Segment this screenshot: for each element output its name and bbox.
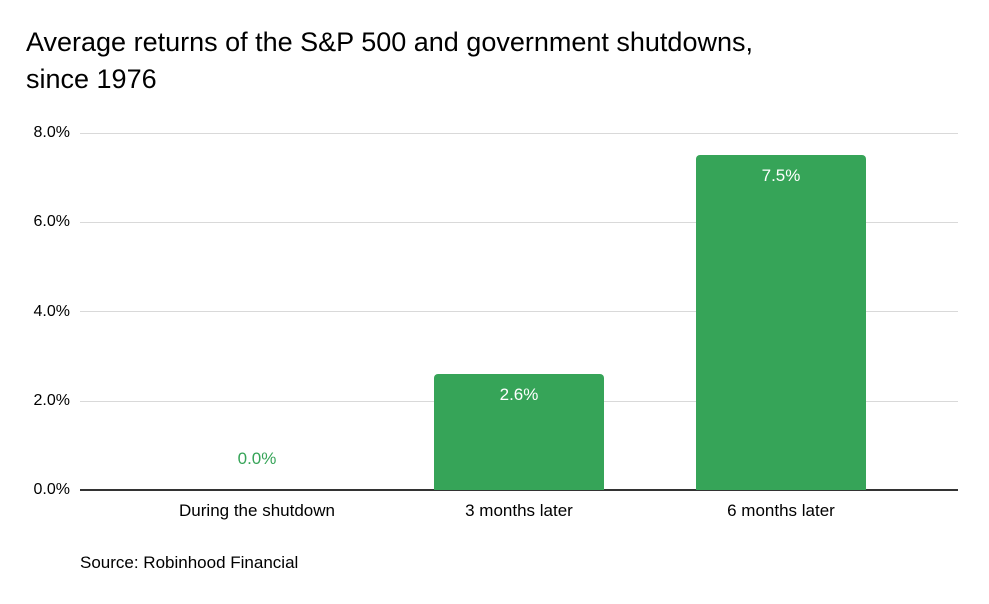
y-axis-tick-0: 0.0% bbox=[33, 481, 70, 498]
source-note: Source: Robinhood Financial bbox=[80, 553, 299, 572]
chart-title: Average returns of the S&P 500 and gover… bbox=[26, 24, 956, 98]
bar-value-label: 7.5% bbox=[761, 166, 801, 185]
bar-3-months-later[interactable] bbox=[434, 374, 604, 490]
x-axis-label-during-shutdown: During the shutdown bbox=[179, 501, 335, 520]
x-axis-labels: During the shutdown 3 months later 6 mon… bbox=[80, 500, 958, 522]
bar-value-label: 2.6% bbox=[499, 385, 539, 404]
plot-area: 0.0% 2.6% 7.5% bbox=[80, 133, 958, 491]
bar-column-during-shutdown: 0.0% bbox=[126, 133, 388, 490]
chart-title-line1: Average returns of the S&P 500 and gover… bbox=[26, 27, 753, 57]
bar-value-label: 0.0% bbox=[237, 449, 277, 468]
x-axis-label-6-months-later: 6 months later bbox=[727, 501, 835, 520]
chart-title-line2: since 1976 bbox=[26, 64, 157, 94]
y-axis-tick-6: 6.0% bbox=[33, 213, 70, 230]
bar-6-months-later[interactable] bbox=[696, 155, 866, 490]
y-axis-tick-4: 4.0% bbox=[33, 303, 70, 320]
gridline-8pct bbox=[80, 133, 958, 134]
x-axis-baseline bbox=[80, 489, 958, 491]
x-axis-label-3-months-later: 3 months later bbox=[465, 501, 573, 520]
y-axis-tick-2: 2.0% bbox=[33, 392, 70, 409]
bar-column-6-months-later: 7.5% bbox=[650, 133, 912, 490]
bar-series: 0.0% 2.6% 7.5% bbox=[80, 133, 958, 490]
y-axis-tick-8: 8.0% bbox=[33, 124, 70, 141]
gridline-4pct bbox=[80, 311, 958, 312]
bar-column-3-months-later: 2.6% bbox=[388, 133, 650, 490]
gridline-6pct bbox=[80, 222, 958, 223]
